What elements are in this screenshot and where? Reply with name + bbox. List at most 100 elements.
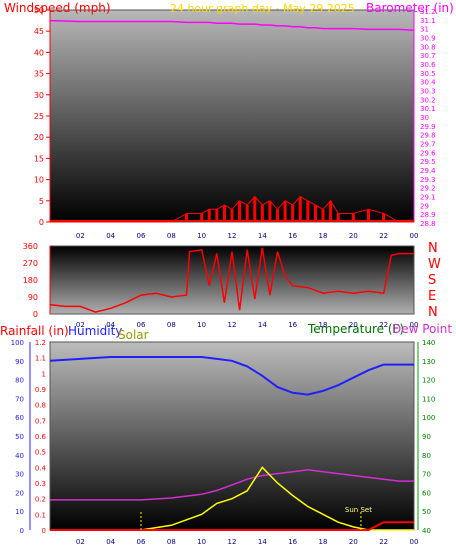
windspeed-tick-label: 45 <box>34 27 44 36</box>
temperature-tick-label: 60 <box>422 489 431 497</box>
barometer-tick-label: 29.2 <box>420 185 436 193</box>
barometer-tick-label: 31.1 <box>420 17 436 25</box>
barometer-tick-label: 30.4 <box>420 79 436 87</box>
top-time-tick-label: 18 <box>319 232 328 240</box>
sunset-label: Sun Set <box>345 506 372 514</box>
windspeed-bar <box>253 196 257 222</box>
rainfall-tick-label: 0.5 <box>35 449 46 457</box>
bottom-time-tick-label: 22 <box>379 538 388 546</box>
humidity-series-line <box>49 356 414 396</box>
direction-series-line <box>49 247 414 313</box>
windspeed-tick-label: 10 <box>34 176 44 185</box>
windspeed-bar <box>367 209 370 222</box>
windspeed-bar <box>260 205 264 222</box>
rainfall-tick-label: 0.7 <box>35 417 46 425</box>
barometer-tick-label: 30.9 <box>420 35 436 43</box>
rainfall-axis-title: Rainfall (in) <box>0 324 69 338</box>
humidity-tick-label: 20 <box>15 489 24 497</box>
bottom-time-tick-label: 14 <box>258 538 267 546</box>
barometer-tick-label: 30.6 <box>420 61 436 69</box>
barometer-tick-label: 28.9 <box>420 211 436 219</box>
barometer-tick-label: 30 <box>420 114 429 122</box>
barometer-tick-label: 31 <box>420 26 429 34</box>
mid-time-tick-label: 14 <box>258 321 267 329</box>
windspeed-bar <box>336 213 340 222</box>
direction-tick-label: 270 <box>23 259 38 268</box>
solar-axis-title: Solar <box>118 328 149 342</box>
temperature-tick-label: 40 <box>422 527 431 535</box>
compass-label: N <box>428 305 438 320</box>
windspeed-bar <box>291 205 295 222</box>
barometer-tick-label: 31.2 <box>420 8 436 16</box>
bottom-time-tick-label: 06 <box>137 538 146 546</box>
windspeed-tick-label: 30 <box>34 91 44 100</box>
windspeed-bar <box>230 209 234 222</box>
bottom-time-tick-label: 10 <box>197 538 206 546</box>
top-time-tick-label: 08 <box>167 232 176 240</box>
windspeed-bar <box>321 209 325 222</box>
windspeed-bar <box>238 200 242 222</box>
graph-title: 24 hour graph day - May 29 2025 <box>170 2 355 15</box>
windspeed-bar <box>200 213 204 222</box>
top-time-tick-label: 16 <box>288 232 297 240</box>
temperature-tick-label: 100 <box>422 414 435 422</box>
temperature-tick-label: 120 <box>422 377 435 385</box>
windspeed-tick-label: 50 <box>34 6 44 15</box>
compass-label: W <box>428 257 441 272</box>
bottom-time-tick-label: 12 <box>228 538 237 546</box>
humidity-tick-label: 60 <box>15 414 24 422</box>
barometer-tick-label: 30.1 <box>420 105 436 113</box>
bottom-time-tick-label: 04 <box>106 538 115 546</box>
bottom-time-tick-label: 00 <box>410 538 419 546</box>
windspeed-bar <box>329 200 333 222</box>
rainfall-tick-label: 0.8 <box>35 402 46 410</box>
rainfall-tick-label: 1.1 <box>35 355 46 363</box>
windspeed-tick-label: 5 <box>39 197 44 206</box>
humidity-tick-label: 10 <box>15 508 24 516</box>
windspeed-bar <box>283 200 287 222</box>
rainfall-tick-label: 0 <box>42 527 46 535</box>
windspeed-bar <box>276 209 279 222</box>
bottom-plot-area <box>49 341 415 531</box>
windspeed-bar <box>298 196 302 222</box>
windspeed-tick-label: 20 <box>34 133 44 142</box>
humidity-tick-label: 80 <box>15 377 24 385</box>
compass-label: N <box>428 241 438 256</box>
top-plot-area <box>49 9 415 223</box>
windspeed-bar <box>245 205 249 222</box>
windspeed-bar <box>382 213 386 222</box>
top-time-tick-label: 20 <box>349 232 358 240</box>
barometer-tick-label: 29.1 <box>420 194 436 202</box>
rainfall-series-line <box>50 521 414 531</box>
barometer-tick-label: 29.5 <box>420 158 436 166</box>
humidity-tick-label: 30 <box>15 471 24 479</box>
bottom-time-tick-label: 20 <box>349 538 358 546</box>
windspeed-bar <box>268 200 272 222</box>
temperature-tick-label: 130 <box>422 358 435 366</box>
top-time-tick-label: 04 <box>106 232 115 240</box>
humidity-tick-label: 40 <box>15 452 24 460</box>
humidity-tick-label: 0 <box>20 527 24 535</box>
windspeed-bar <box>351 213 355 222</box>
barometer-tick-label: 29.3 <box>420 176 436 184</box>
barometer-tick-label: 29.6 <box>420 149 436 157</box>
compass-label: S <box>428 273 436 288</box>
direction-tick-label: 360 <box>23 242 38 251</box>
top-time-tick-label: 10 <box>197 232 206 240</box>
barometer-tick-label: 29.4 <box>420 167 436 175</box>
windspeed-tick-label: 15 <box>34 154 44 163</box>
temperature-tick-label: 80 <box>422 452 431 460</box>
bottom-time-tick-label: 02 <box>76 538 85 546</box>
windspeed-series-line <box>50 195 414 223</box>
temperature-axis-title: Temperature (F) <box>307 322 404 336</box>
barometer-tick-label: 30.8 <box>420 43 436 51</box>
windspeed-tick-label: 0 <box>39 218 44 227</box>
windspeed-bar <box>207 209 211 222</box>
rainfall-tick-label: 0.9 <box>35 386 46 394</box>
barometer-tick-label: 30.7 <box>420 52 436 60</box>
top-time-tick-label: 02 <box>76 232 85 240</box>
mid-time-tick-label: 16 <box>288 321 297 329</box>
humidity-axis-title: Humidity <box>68 324 122 338</box>
barometer-tick-label: 30.3 <box>420 88 436 96</box>
